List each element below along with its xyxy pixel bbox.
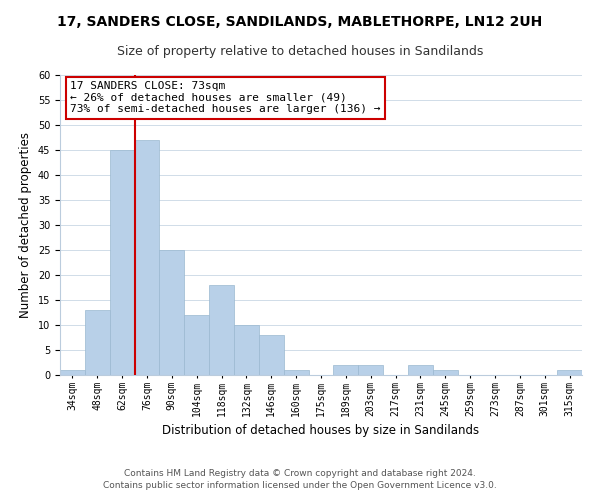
X-axis label: Distribution of detached houses by size in Sandilands: Distribution of detached houses by size … [163,424,479,437]
Bar [358,365,383,375]
Bar [234,325,259,375]
Bar [160,250,184,375]
Bar [433,370,458,375]
Bar [60,370,85,375]
Bar [284,370,308,375]
Bar [184,315,209,375]
Bar [134,140,160,375]
Bar [209,285,234,375]
Bar [110,150,134,375]
Bar [334,365,358,375]
Y-axis label: Number of detached properties: Number of detached properties [19,132,32,318]
Bar [85,310,110,375]
Text: Size of property relative to detached houses in Sandilands: Size of property relative to detached ho… [117,45,483,58]
Bar [259,335,284,375]
Text: Contains HM Land Registry data © Crown copyright and database right 2024.
Contai: Contains HM Land Registry data © Crown c… [103,468,497,490]
Bar [408,365,433,375]
Bar [557,370,582,375]
Text: 17 SANDERS CLOSE: 73sqm
← 26% of detached houses are smaller (49)
73% of semi-de: 17 SANDERS CLOSE: 73sqm ← 26% of detache… [70,81,381,114]
Text: 17, SANDERS CLOSE, SANDILANDS, MABLETHORPE, LN12 2UH: 17, SANDERS CLOSE, SANDILANDS, MABLETHOR… [58,15,542,29]
